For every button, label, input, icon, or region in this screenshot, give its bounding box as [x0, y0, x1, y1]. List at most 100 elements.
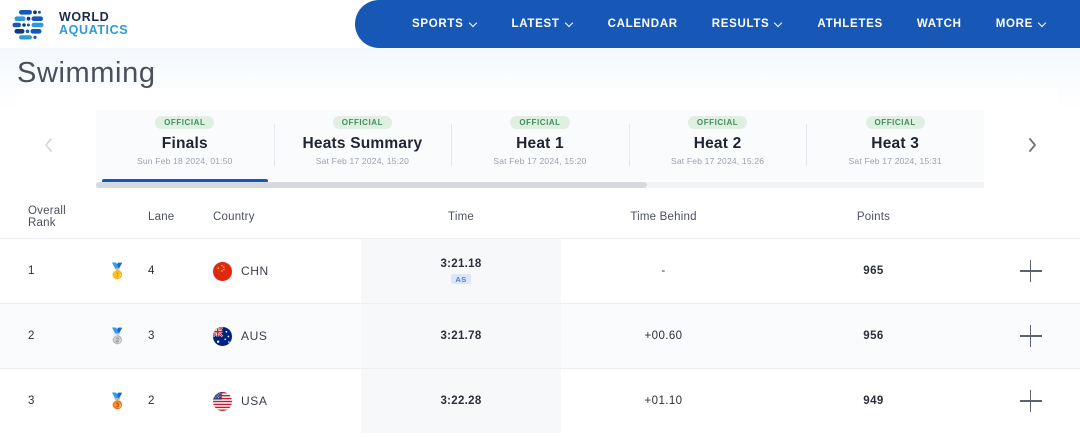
brand-line-world: WORLD [59, 10, 110, 25]
nav-item-sports[interactable]: SPORTS [395, 0, 495, 48]
points-value: 965 [863, 265, 884, 277]
chevron-right-icon [1028, 138, 1036, 152]
rank-value: 1 [28, 265, 35, 277]
cell-expand[interactable] [981, 390, 1080, 412]
country-code: AUS [241, 329, 268, 343]
tab-heat-2[interactable]: OFFICIAL Heat 2 Sat Feb 17 2024, 15:26 [628, 110, 807, 180]
cell-overall-rank: 3 [0, 395, 95, 407]
tab-heat-1[interactable]: OFFICIAL Heat 1 Sat Feb 17 2024, 15:20 [451, 110, 629, 180]
tab-label: Heat 1 [516, 134, 564, 152]
cell-overall-rank: 2 [0, 330, 95, 342]
table-row[interactable]: 3 🥉 2 [0, 368, 1080, 433]
flag-china-icon [213, 261, 232, 281]
session-tabs-carousel: OFFICIAL Finals Sun Feb 18 2024, 01:50 O… [0, 110, 1080, 196]
carousel-next-button[interactable] [984, 110, 1080, 180]
status-badge: OFFICIAL [155, 116, 215, 129]
tab-label: Heat 3 [871, 134, 920, 152]
column-header-lane: Lane [148, 211, 175, 223]
table-row[interactable]: 2 🥈 3 [0, 303, 1080, 368]
cell-points: 956 [766, 330, 981, 342]
tab-timestamp: Sat Feb 17 2024, 15:26 [670, 155, 765, 166]
nav-item-results[interactable]: RESULTS [695, 0, 801, 48]
tab-heat-3[interactable]: OFFICIAL Heat 3 Sat Feb 17 2024, 15:31 [806, 110, 984, 180]
time-value: 3:22.28 [440, 395, 482, 407]
nav-item-athletes[interactable]: ATHLETES [800, 0, 899, 48]
cell-medal: 🥉 [95, 394, 140, 409]
cell-time: 3:22.28 [361, 395, 561, 407]
cell-medal: 🥈 [95, 329, 140, 344]
page-title-band: Swimming [0, 48, 1080, 150]
cell-time: 3:21.78 [361, 330, 561, 342]
chevron-down-icon [566, 19, 574, 27]
plus-icon[interactable] [1019, 390, 1042, 412]
nav-label: CALENDAR [607, 18, 678, 30]
nav-label: RESULTS [711, 18, 770, 30]
column-header-overall-rank: Overall Rank [28, 205, 66, 229]
nav-item-more[interactable]: MORE [979, 0, 1064, 48]
nav-item-calendar[interactable]: CALENDAR [591, 0, 695, 48]
table-row[interactable]: 1 🥇 4 CHN 3:21.18 AS [0, 238, 1080, 303]
plus-icon[interactable] [1019, 325, 1042, 347]
nav-item-watch[interactable]: WATCH [900, 0, 979, 48]
cell-country: AUS [205, 326, 361, 346]
tabstrip-scrollbar-thumb[interactable] [96, 182, 647, 188]
status-badge: OFFICIAL [510, 116, 570, 129]
chevron-left-icon [44, 138, 52, 152]
time-behind-value: +01.10 [644, 395, 683, 407]
country-code: USA [241, 394, 268, 408]
column-header-points: Points [856, 211, 891, 223]
gold-medal-icon: 🥇 [108, 262, 127, 280]
page-title: Swimming [17, 57, 156, 89]
status-badge: OFFICIAL [687, 116, 748, 129]
tab-timestamp: Sat Feb 17 2024, 15:20 [493, 155, 587, 166]
country-code: CHN [241, 264, 269, 278]
nav-item-latest[interactable]: LATEST [495, 0, 591, 48]
chevron-down-icon [775, 19, 783, 27]
nav-label: WATCH [916, 18, 962, 30]
site-header: WORLD AQUATICS SPORTS LATEST CALENDAR RE… [0, 0, 1080, 48]
cell-time-behind: +01.10 [561, 395, 766, 407]
cell-overall-rank: 1 [0, 265, 95, 277]
tab-label: Finals [161, 134, 208, 152]
points-value: 949 [863, 395, 884, 407]
cell-country: USA [205, 391, 361, 411]
cell-expand[interactable] [981, 325, 1080, 347]
rank-value: 2 [28, 330, 35, 342]
brand-line-aquatics: AQUATICS [59, 23, 129, 37]
tabstrip-scroll-area[interactable]: OFFICIAL Finals Sun Feb 18 2024, 01:50 O… [96, 110, 984, 188]
flag-australia-icon [213, 326, 232, 346]
lane-value: 4 [148, 265, 155, 277]
brand-logo[interactable]: WORLD AQUATICS [0, 7, 128, 41]
flag-usa-icon [213, 391, 232, 411]
column-header-time: Time [448, 211, 474, 223]
record-badge: AS [451, 274, 471, 284]
brand-wordmark: WORLD AQUATICS [59, 11, 128, 37]
tabstrip-scrollbar[interactable] [96, 182, 984, 188]
cell-medal: 🥇 [95, 264, 140, 279]
tab-heats-summary[interactable]: OFFICIAL Heats Summary Sat Feb 17 2024, … [273, 110, 452, 180]
main-navigation: SPORTS LATEST CALENDAR RESULTS ATHLETES … [355, 0, 1080, 48]
tab-label: Heat 2 [693, 134, 742, 152]
time-behind-value: +00.60 [644, 330, 683, 342]
tab-timestamp: Sun Feb 18 2024, 01:50 [136, 155, 233, 166]
cell-time-behind: - [561, 265, 766, 277]
nav-label: MORE [995, 18, 1033, 30]
tab-label: Heats Summary [302, 134, 423, 152]
cell-country: CHN [205, 261, 361, 281]
cell-lane: 2 [140, 395, 205, 407]
cell-time-behind: +00.60 [561, 330, 766, 342]
cell-expand[interactable] [981, 260, 1080, 282]
chevron-down-icon [1039, 19, 1047, 27]
lane-value: 3 [148, 330, 155, 342]
cell-time: 3:21.18 AS [361, 258, 561, 284]
cell-lane: 3 [140, 330, 205, 342]
lane-value: 2 [148, 395, 155, 407]
plus-icon[interactable] [1019, 260, 1042, 282]
carousel-prev-button[interactable] [0, 110, 96, 180]
time-behind-value: - [661, 265, 666, 277]
nav-label: LATEST [511, 18, 560, 30]
time-value: 3:21.78 [440, 330, 482, 342]
tab-finals[interactable]: OFFICIAL Finals Sun Feb 18 2024, 01:50 [96, 110, 274, 183]
cell-points: 965 [766, 265, 981, 277]
results-table: Overall Rank Lane Country Time Time Behi… [0, 196, 1080, 433]
